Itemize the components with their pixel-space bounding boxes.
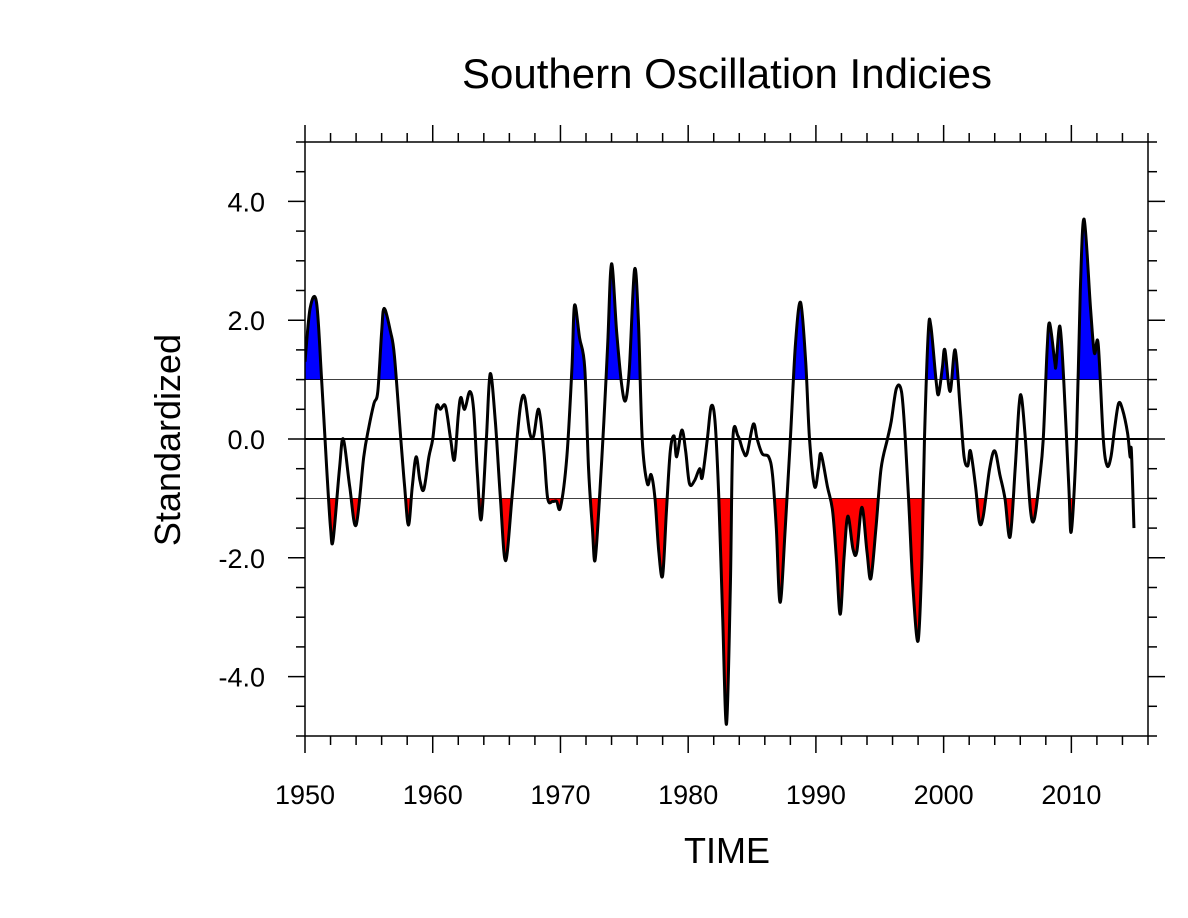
y-tick-label: -4.0 <box>218 663 265 693</box>
x-tick-label: 1980 <box>658 780 718 810</box>
positive-anomaly-fill <box>305 219 1134 380</box>
y-tick-label: 0.0 <box>227 425 265 455</box>
soi-series-line <box>305 217 1136 726</box>
y-tick-label: 2.0 <box>227 306 265 336</box>
y-tick-label: -2.0 <box>218 544 265 574</box>
x-tick-label: 1990 <box>786 780 846 810</box>
x-tick-label: 2010 <box>1041 780 1101 810</box>
negative-anomaly-fill <box>305 498 1134 725</box>
x-tick-label: 1950 <box>275 780 335 810</box>
y-tick-label: 4.0 <box>227 187 265 217</box>
x-axis-label: TIME <box>684 830 770 871</box>
x-tick-label: 2000 <box>914 780 974 810</box>
chart-title: Southern Oscillation Indicies <box>462 50 992 97</box>
x-tick-label: 1970 <box>530 780 590 810</box>
x-tick-label: 1960 <box>403 780 463 810</box>
y-axis-label: Standardized <box>147 334 188 546</box>
